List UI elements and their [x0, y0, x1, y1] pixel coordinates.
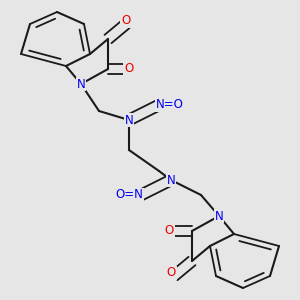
Text: O: O	[124, 62, 134, 76]
Text: O: O	[165, 224, 174, 238]
Text: N: N	[167, 173, 176, 187]
Text: O: O	[122, 14, 130, 28]
Text: N: N	[214, 209, 224, 223]
Text: O=N: O=N	[115, 188, 143, 202]
Text: O: O	[167, 266, 176, 280]
Text: N: N	[124, 113, 134, 127]
Text: N: N	[76, 77, 85, 91]
Text: N=O: N=O	[156, 98, 183, 112]
